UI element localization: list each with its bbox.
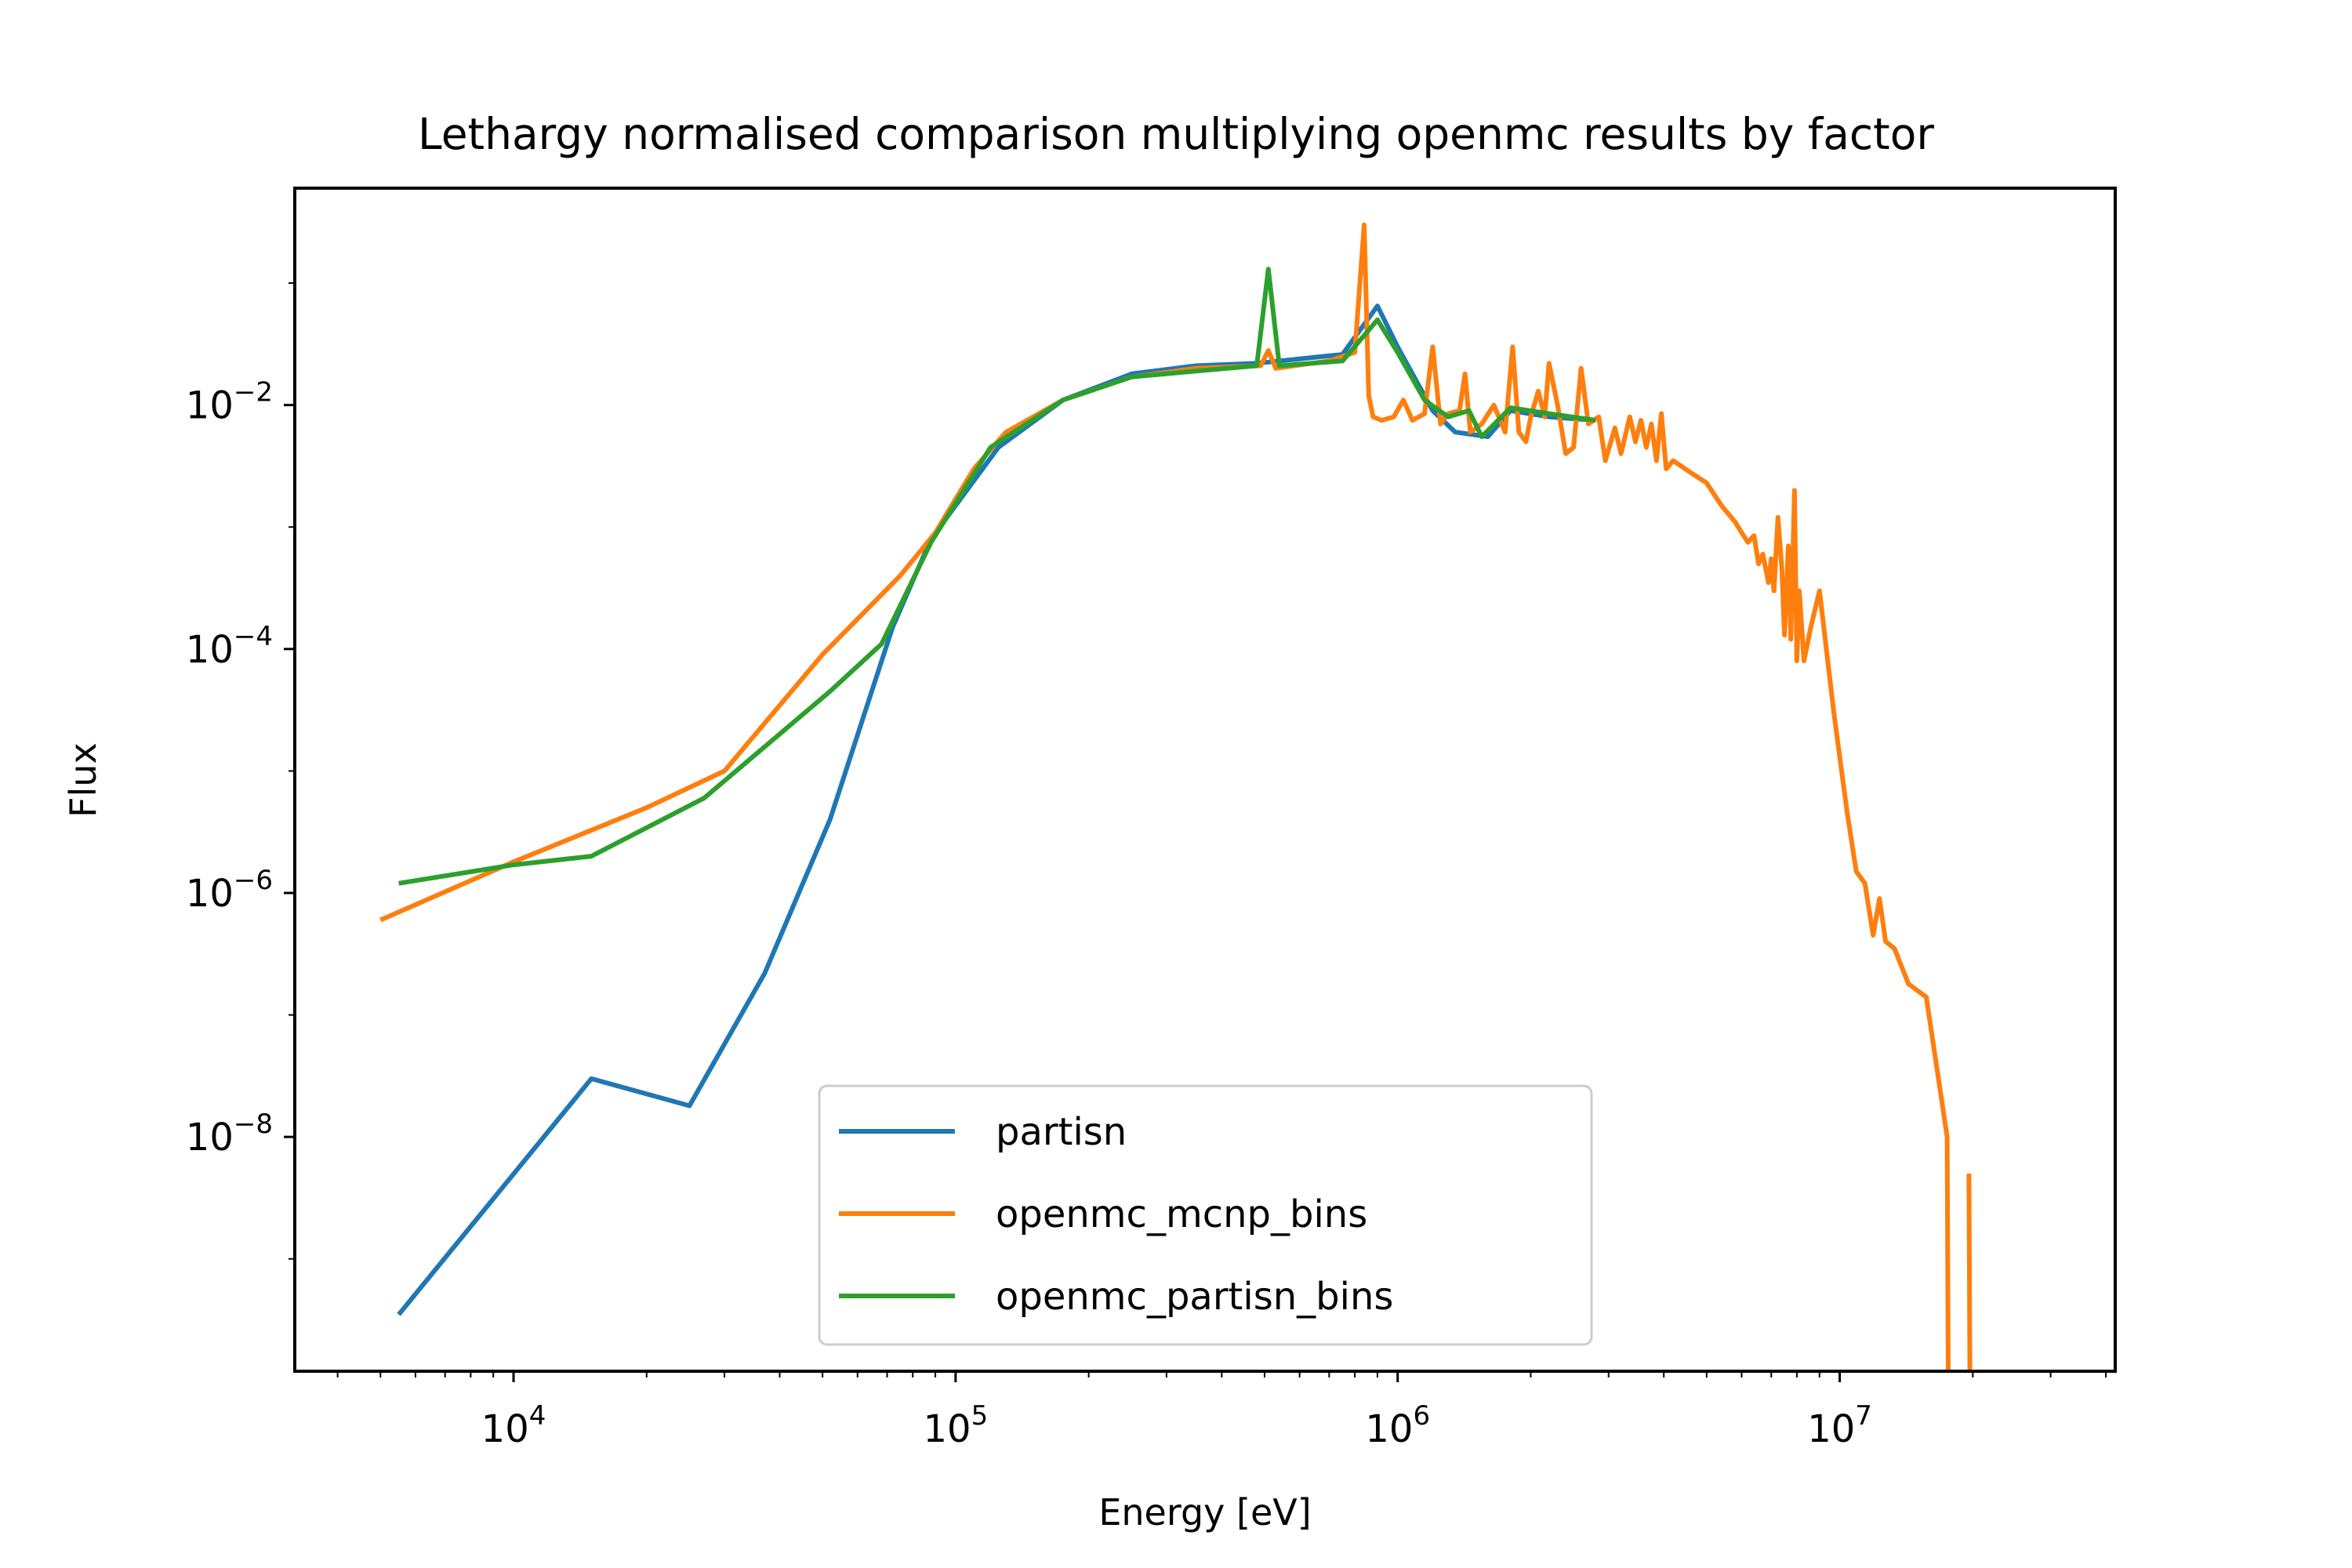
x-axis: 104 105 106 107: [336, 1371, 2107, 1451]
x-tick-label: 107: [1807, 1400, 1872, 1451]
legend-box: [818, 1084, 1593, 1346]
y-tick-label: 10−2: [186, 377, 273, 428]
x-tick-label: 106: [1365, 1400, 1430, 1451]
series-line-openmc-mcnp-bins: [379, 222, 1973, 1371]
y-tick-label: 10−6: [186, 865, 273, 916]
legend-label: openmc_partisn_bins: [996, 1275, 1393, 1319]
x-axis-title: Energy [eV]: [1098, 1491, 1311, 1534]
y-tick-label: 10−8: [186, 1109, 273, 1160]
legend: partisn openmc_mcnp_bins openmc_partisn_bi…: [818, 1084, 1593, 1346]
series-line-partisn: [397, 303, 1596, 1316]
series-line-openmc-partisn-bins: [398, 267, 1596, 886]
x-tick-label: 105: [924, 1400, 989, 1451]
y-axis: 10−2 10−4 10−6 10−8: [186, 282, 295, 1260]
y-tick-label: 10−4: [186, 621, 273, 672]
legend-label: openmc_mcnp_bins: [996, 1192, 1367, 1236]
legend-label: partisn: [996, 1110, 1127, 1154]
plot-frame: [293, 187, 2117, 1373]
series-layer: [379, 222, 1973, 1371]
x-tick-label: 104: [481, 1400, 546, 1451]
y-axis-title: Flux: [62, 742, 104, 818]
chart-title: Lethargy normalised comparison multiplyi…: [418, 109, 1934, 159]
